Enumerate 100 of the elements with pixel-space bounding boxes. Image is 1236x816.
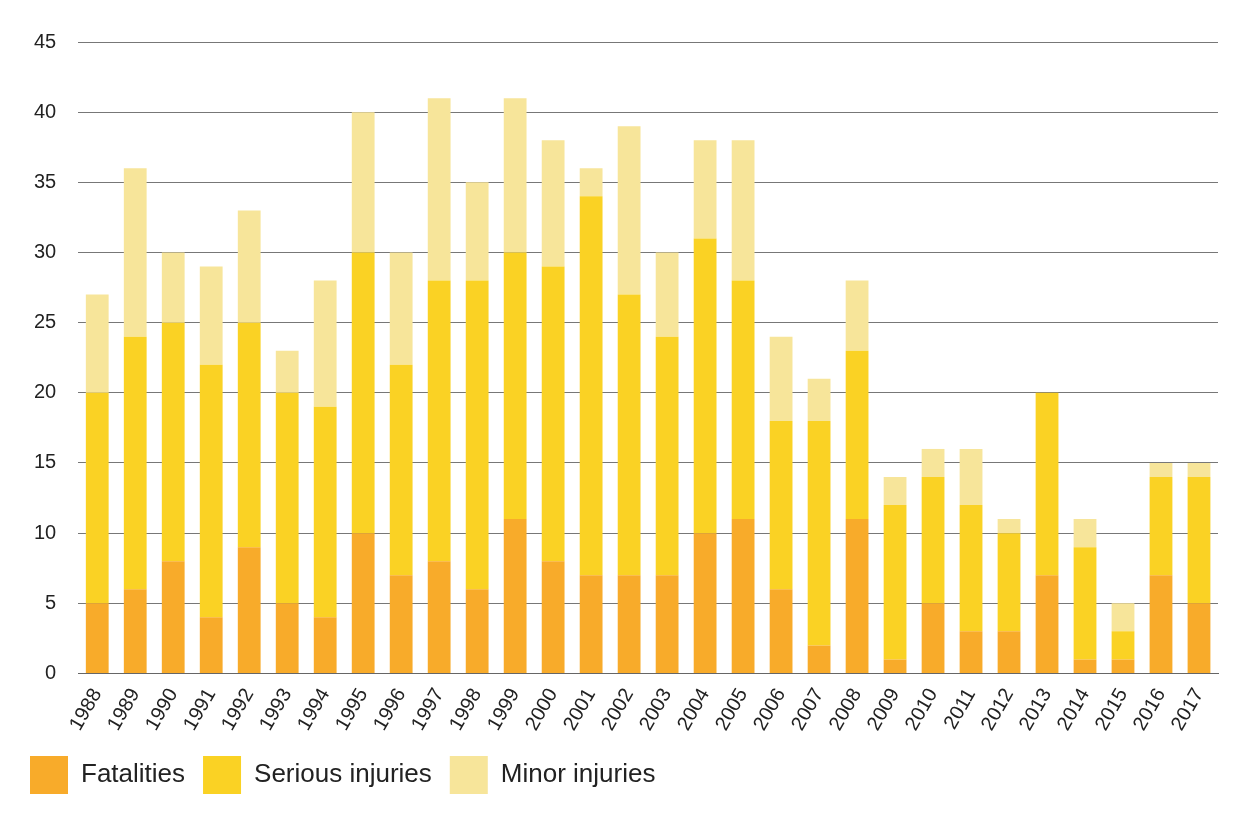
bar	[769, 336, 793, 421]
y-tick-label: 40	[34, 99, 57, 122]
bar	[161, 252, 185, 323]
bar	[503, 519, 527, 673]
bar	[693, 533, 717, 673]
bar	[541, 266, 565, 562]
bar	[769, 589, 793, 673]
bar	[1149, 477, 1173, 576]
bar	[883, 659, 907, 673]
bar	[959, 631, 983, 673]
bar	[389, 364, 413, 576]
legend-label: Fatalities	[81, 758, 186, 789]
bar	[351, 533, 375, 673]
bar	[199, 364, 223, 618]
bar	[731, 140, 755, 281]
bar	[199, 266, 223, 365]
bar	[503, 98, 527, 253]
bar	[1111, 631, 1135, 660]
bar	[655, 336, 679, 576]
bar	[123, 168, 147, 337]
bar	[123, 589, 147, 673]
bar	[427, 98, 451, 281]
bar	[807, 378, 831, 421]
bar	[275, 603, 299, 673]
bar	[1187, 477, 1211, 604]
bar	[465, 589, 489, 673]
bar	[427, 561, 451, 673]
bar	[389, 575, 413, 673]
y-tick-label: 25	[34, 310, 57, 333]
legend-label: Minor injuries	[500, 758, 656, 789]
bar	[161, 561, 185, 673]
bar	[389, 252, 413, 365]
bar	[807, 420, 831, 646]
bar	[845, 350, 869, 520]
bar	[1111, 603, 1135, 632]
bar	[731, 280, 755, 520]
bar	[1111, 659, 1135, 673]
bar	[655, 575, 679, 673]
y-tick-label: 5	[45, 590, 57, 613]
bar	[617, 126, 641, 295]
bar	[237, 322, 261, 548]
bar	[541, 140, 565, 267]
bar	[921, 603, 945, 673]
bar	[85, 603, 109, 673]
bar	[617, 294, 641, 576]
bar	[1035, 392, 1059, 576]
y-tick-label: 10	[34, 520, 57, 543]
bar	[921, 448, 945, 478]
y-tick-label: 30	[34, 240, 57, 263]
bar	[427, 280, 451, 562]
bar	[123, 336, 147, 590]
bar	[1073, 519, 1097, 548]
bar	[731, 519, 755, 673]
bar	[351, 112, 375, 253]
bar	[313, 280, 337, 407]
bar	[959, 505, 983, 632]
bar	[959, 448, 983, 506]
bar	[579, 575, 603, 673]
bar	[693, 238, 717, 534]
bar	[1149, 575, 1173, 673]
bar	[997, 533, 1021, 632]
bar	[541, 561, 565, 673]
bar	[579, 196, 603, 576]
y-tick-label: 0	[45, 660, 57, 683]
bar	[237, 210, 261, 323]
bar	[769, 420, 793, 590]
legend-label: Serious injuries	[254, 758, 432, 789]
y-tick-label: 35	[34, 169, 57, 192]
bar	[1073, 659, 1097, 673]
bar	[503, 252, 527, 520]
bar	[845, 519, 869, 673]
y-tick-label: 20	[34, 380, 57, 403]
bar	[85, 392, 109, 604]
bar	[1187, 603, 1211, 673]
bar	[1073, 547, 1097, 660]
bar	[1149, 462, 1173, 478]
bar	[617, 575, 641, 673]
bar	[693, 140, 717, 239]
y-tick-label: 15	[34, 450, 57, 473]
y-tick-label: 45	[34, 29, 57, 52]
bar	[1035, 575, 1059, 673]
bar	[465, 182, 489, 281]
bar	[655, 252, 679, 337]
bar	[1187, 462, 1211, 478]
bar	[85, 294, 109, 393]
bar	[997, 631, 1021, 673]
bar	[275, 350, 299, 393]
bar	[845, 280, 869, 351]
bar	[921, 477, 945, 604]
bar	[313, 617, 337, 673]
bar	[883, 505, 907, 660]
bar	[351, 252, 375, 534]
bar	[161, 322, 185, 562]
bar	[275, 392, 299, 604]
bar	[579, 168, 603, 197]
bar	[199, 617, 223, 673]
bar	[465, 280, 489, 590]
bar	[997, 519, 1021, 534]
bar	[883, 477, 907, 506]
bar	[237, 547, 261, 673]
